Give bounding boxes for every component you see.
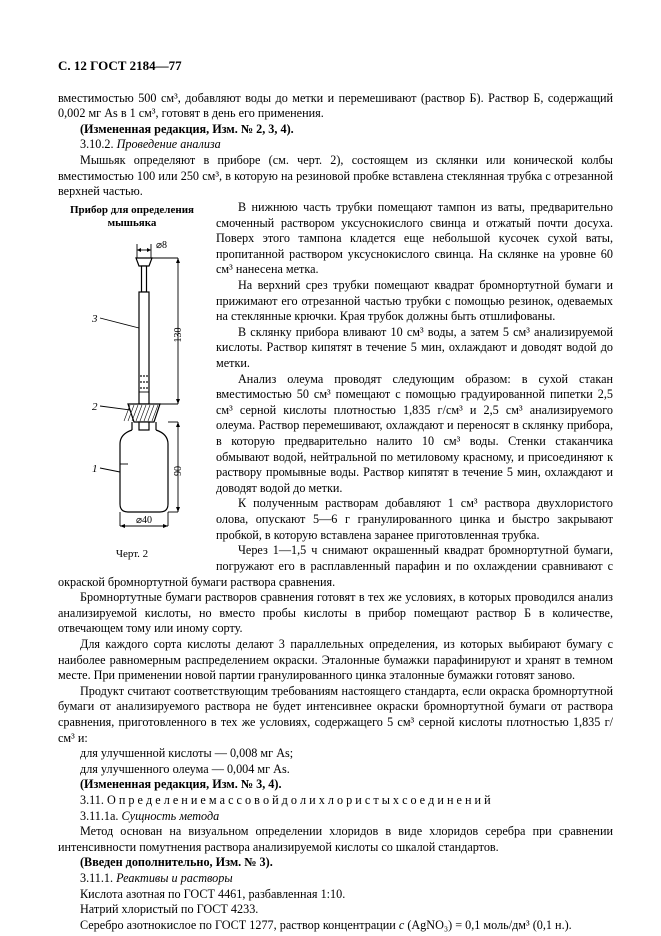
figure-svg: ⌀8 3 2 1 130 90 ⌀40 [58,236,206,536]
para-15: для улучшенного олеума — 0,004 мг As. [58,762,613,778]
para-4: Мышьяк определяют в приборе (см. черт. 2… [58,153,613,200]
para-18-num: 3.11.1а. [80,809,122,823]
para-21: 3.11.1. Реактивы и растворы [58,871,613,887]
svg-text:⌀40: ⌀40 [136,515,152,526]
page-header: С. 12 ГОСТ 2184—77 [58,58,613,75]
figure-title: Прибор для определения мышьяка [58,204,206,230]
para-18-title: Сущность метода [122,809,220,823]
para-3: 3.10.2. Проведение анализа [58,137,613,153]
para-17: 3.11. О п р е д е л е н и е м а с с о в … [58,793,613,809]
figure-wrap: Прибор для определения мышьяка ⌀8 3 2 1 130 9… [58,204,206,561]
para-17-title: О п р е д е л е н и е м а с с о в о й д … [107,793,491,807]
para-24c: (AgNO₃) = 0,1 моль/дм³ (0,1 н.). [404,918,571,932]
svg-text:1: 1 [92,463,98,475]
para-1: вместимостью 500 см³, добавляют воды до … [58,91,613,122]
para-17-num: 3.11. [80,793,107,807]
svg-text:3: 3 [91,313,98,325]
figure-caption: Черт. 2 [58,547,206,561]
svg-text:2: 2 [92,401,98,413]
svg-text:130: 130 [173,328,184,343]
para-19: Метод основан на визуальном определении … [58,824,613,855]
para-16-text: (Измененная редакция, Изм. № 3, 4). [80,777,282,791]
para-12: Для каждого сорта кислоты делают 3 парал… [58,637,613,684]
para-22: Кислота азотная по ГОСТ 4461, разбавленн… [58,887,613,903]
para-3-title: Проведение анализа [117,137,221,151]
para-23: Натрий хлористый по ГОСТ 4233. [58,902,613,918]
para-24: Серебро азотнокислое по ГОСТ 1277, раств… [58,918,613,934]
para-2-text: (Измененная редакция, Изм. № 2, 3, 4). [80,122,294,136]
para-14: для улучшенной кислоты — 0,008 мг As; [58,746,613,762]
para-2: (Измененная редакция, Изм. № 2, 3, 4). [58,122,613,138]
svg-text:⌀8: ⌀8 [156,240,167,251]
para-18: 3.11.1а. Сущность метода [58,809,613,825]
para-21-num: 3.11.1. [80,871,116,885]
para-20: (Введен дополнительно, Изм. № 3). [58,855,613,871]
para-16: (Измененная редакция, Изм. № 3, 4). [58,777,613,793]
para-21-title: Реактивы и растворы [116,871,232,885]
para-3-num: 3.10.2. [80,137,117,151]
svg-text:90: 90 [173,466,184,476]
para-13: Продукт считают соответствующим требован… [58,684,613,746]
para-20-text: (Введен дополнительно, Изм. № 3). [80,855,273,869]
para-24a: Серебро азотнокислое по ГОСТ 1277, раств… [80,918,399,932]
para-11: Бромнортутные бумаги растворов сравнения… [58,590,613,637]
